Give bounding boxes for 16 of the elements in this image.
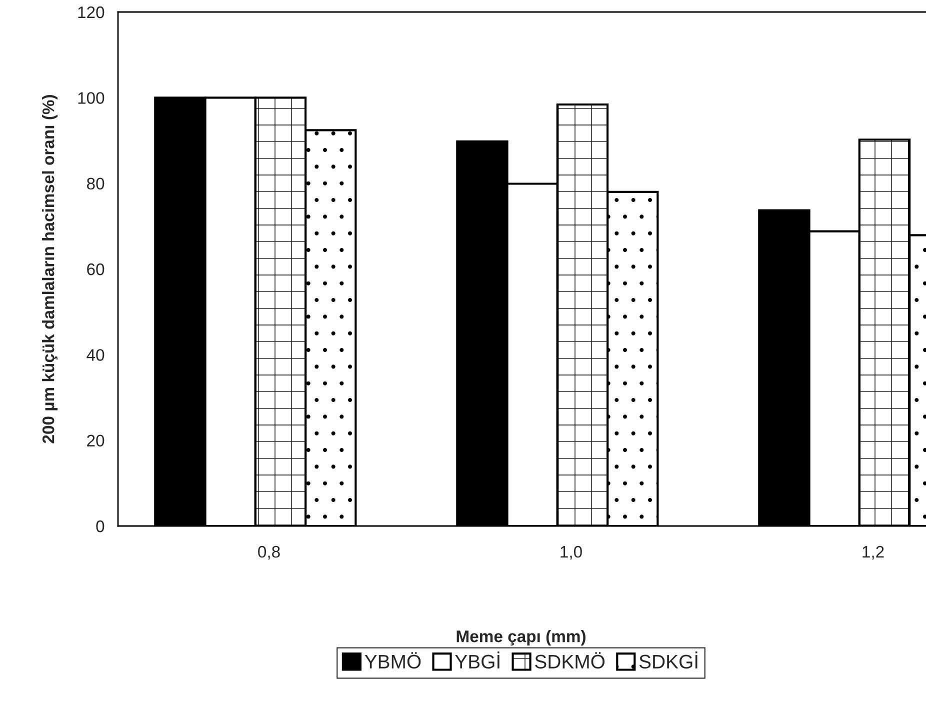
y-axis-title: 200 µm küçük damlaların hacimsel oranı (%) <box>42 95 58 444</box>
y-tick-label: 120 <box>78 6 104 18</box>
y-tick-label: 60 <box>87 263 104 276</box>
x-tick-label: 1,2 <box>862 546 884 560</box>
y-tick-label: 100 <box>78 92 104 104</box>
x-tick-label: 0,8 <box>258 546 280 560</box>
legend-label: YBMÖ <box>364 652 421 669</box>
y-tick-label: 20 <box>87 434 104 447</box>
legend-label: SDKGİ <box>639 652 698 669</box>
x-axis-title: Meme çapı (mm) <box>456 630 586 646</box>
y-tick-label: 0 <box>96 520 104 532</box>
legend-label: YBGİ <box>455 652 500 669</box>
y-tick-label: 80 <box>86 178 104 190</box>
y-tick-label: 40 <box>86 349 104 361</box>
x-tick-label: 1,0 <box>560 546 582 560</box>
legend-label: SDKMÖ <box>535 652 605 669</box>
